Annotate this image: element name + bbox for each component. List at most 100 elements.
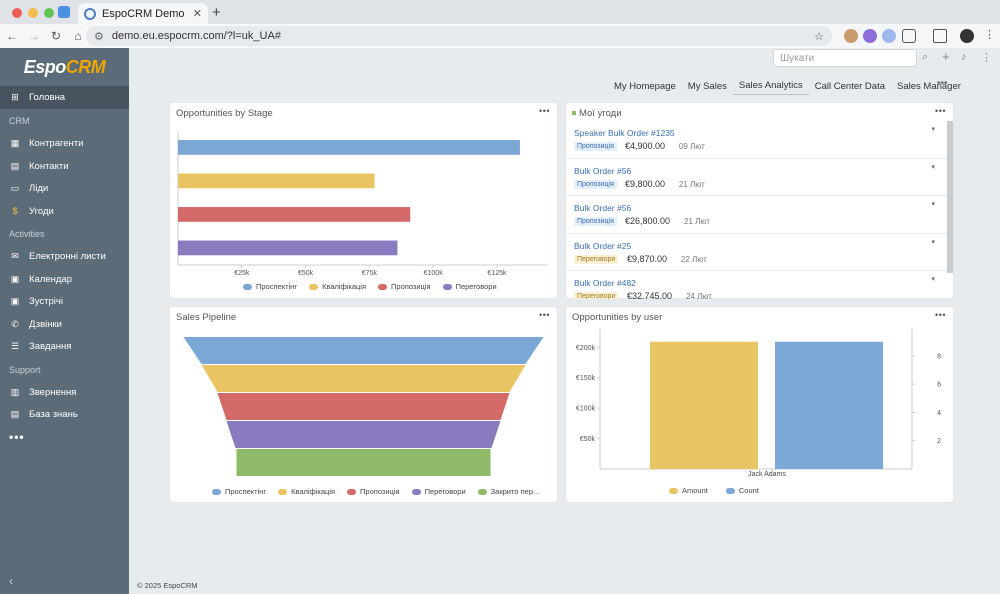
sidebar-item-calendar[interactable]: ▣ Календар <box>0 268 129 291</box>
back-arrow-icon[interactable]: ← <box>6 29 18 43</box>
home-icon[interactable]: ⌂ <box>74 29 82 43</box>
sidebar-item-home[interactable]: ⊞ Головна <box>0 86 129 109</box>
tab-my-homepage[interactable]: My Homepage <box>614 80 676 92</box>
sidebar-item-meetings[interactable]: ▣ Зустрічі <box>0 291 129 314</box>
maximize-window-button[interactable] <box>44 8 54 18</box>
deal-name-link[interactable]: Bulk Order #482 <box>574 278 636 288</box>
funnel-segment[interactable] <box>183 337 544 364</box>
quick-create-plus-icon[interactable]: + <box>942 49 950 64</box>
close-window-button[interactable] <box>12 8 22 18</box>
chevron-down-icon[interactable]: ▾ <box>931 126 935 133</box>
browser-menu-icon[interactable]: ⋮ <box>984 29 995 41</box>
legend-item[interactable]: Пропозиція <box>378 282 431 291</box>
sidebar-item-label: Дзвінки <box>29 318 62 330</box>
extension-cookie-icon[interactable] <box>844 29 858 43</box>
funnel-segment[interactable] <box>217 393 510 420</box>
legend-swatch <box>725 487 735 494</box>
panel-menu-button[interactable]: ••• <box>539 106 550 116</box>
sidebar-item-knowledge-base[interactable]: ▤ База знань <box>0 404 129 427</box>
address-bar-url: demo.eu.espocrm.com/?l=uk_UA# <box>111 30 281 42</box>
deal-name-link[interactable]: Bulk Order #56 <box>574 203 632 213</box>
tab-my-sales[interactable]: My Sales <box>687 80 727 92</box>
panel-menu-button[interactable]: ••• <box>935 106 946 116</box>
deal-name-link[interactable]: Speaker Bulk Order #1235 <box>574 128 675 138</box>
profile-avatar-icon[interactable] <box>960 29 974 43</box>
legend-item[interactable]: Проспектінг <box>243 282 297 291</box>
sidebar-group-crm: CRM <box>9 116 30 126</box>
deal-amount: €32,745.00 <box>627 291 673 299</box>
deal-name-link[interactable]: Bulk Order #56 <box>574 165 632 176</box>
funnel-segment[interactable] <box>201 365 526 392</box>
funnel-segment[interactable] <box>226 421 501 448</box>
left-tick-label: €100k <box>576 406 596 413</box>
browser-tab-title: EspoCRM Demo <box>102 7 185 20</box>
minimize-window-button[interactable] <box>28 8 38 18</box>
reading-list-icon[interactable] <box>933 29 947 43</box>
stage-bar[interactable] <box>178 173 375 189</box>
stage-bar[interactable] <box>178 207 411 222</box>
amount-bar[interactable] <box>650 341 758 469</box>
legend-item[interactable]: Пропозиція <box>347 487 400 496</box>
chevron-down-icon[interactable]: ▾ <box>931 201 935 208</box>
notifications-bell-icon[interactable]: ♪ <box>961 51 967 63</box>
sidebar-more-button[interactable]: ••• <box>9 430 25 444</box>
tab-sales-analytics[interactable]: Sales Analytics <box>732 77 809 95</box>
new-tab-button[interactable]: + <box>212 4 221 21</box>
site-settings-icon[interactable]: ⚙ <box>94 30 104 43</box>
sidebar-item-opportunities[interactable]: $ Угоди <box>0 200 129 223</box>
legend-item[interactable]: Переговори <box>442 282 497 291</box>
deal-name-link[interactable]: Bulk Order #25 <box>574 240 632 251</box>
sidebar-item-accounts[interactable]: ▦ Контрагенти <box>0 133 129 156</box>
extension-target-icon[interactable] <box>882 29 896 43</box>
panel-menu-button[interactable]: ••• <box>935 310 946 320</box>
deals-scrollbar[interactable] <box>947 121 953 273</box>
sidebar-item-label: База знань <box>29 409 78 421</box>
dashboard-tabs: My Homepage My Sales Sales Analytics Cal… <box>608 77 967 95</box>
logo-espo-text: Espo <box>23 56 67 77</box>
pinned-tab-icon[interactable] <box>58 6 70 18</box>
chevron-down-icon[interactable]: ▾ <box>931 238 935 246</box>
legend-item[interactable]: Кваліфікація <box>278 487 335 496</box>
sidebar-item-leads[interactable]: ▭ Ліди <box>0 178 129 201</box>
legend-item[interactable]: Amount <box>669 486 708 495</box>
chevron-down-icon[interactable]: ▾ <box>931 163 935 171</box>
sidebar-item-cases[interactable]: ▥ Звернення <box>0 381 129 404</box>
dashboard-menu-button[interactable]: ••• <box>937 78 948 89</box>
address-bar[interactable]: ⚙ demo.eu.espocrm.com/?l=uk_UA# ☆ <box>86 26 832 46</box>
search-input[interactable]: Шукати <box>773 49 917 67</box>
panel-menu-button[interactable]: ••• <box>539 310 550 320</box>
stage-bar[interactable] <box>178 240 398 256</box>
sidebar-item-contacts[interactable]: ▤ Контакти <box>0 155 129 178</box>
stage-bar[interactable] <box>178 140 520 155</box>
deal-close-date: 21 Лют <box>678 179 705 189</box>
espocrm-logo[interactable]: Espo CRM <box>0 48 129 86</box>
forward-arrow-icon[interactable]: → <box>28 29 40 43</box>
user-bar-chart: €50k €100k €150k €200k 2 4 6 8 Jack Adams <box>576 329 941 478</box>
legend-label: Переговори <box>424 487 466 496</box>
funnel-segment[interactable] <box>236 449 491 476</box>
tab-call-center-data[interactable]: Call Center Data <box>814 80 885 92</box>
search-icon[interactable]: ⌕ <box>922 51 929 63</box>
opportunities-by-user-panel: Opportunities by user ••• €50k €100k €150k… <box>566 307 953 502</box>
menu-dots-vertical-icon[interactable]: ⋮ <box>981 52 992 64</box>
extensions-puzzle-icon[interactable] <box>902 29 916 43</box>
sidebar-item-label: Календар <box>29 273 73 285</box>
browser-tab[interactable]: EspoCRM Demo ✕ <box>78 3 208 24</box>
chevron-down-icon[interactable]: ▾ <box>931 276 935 283</box>
close-tab-icon[interactable]: ✕ <box>192 8 202 20</box>
reload-icon[interactable]: ↻ <box>50 29 62 43</box>
count-bar[interactable] <box>775 341 883 469</box>
collapse-sidebar-icon[interactable]: ‹ <box>9 574 13 588</box>
tab-sales-manager[interactable]: Sales Manager <box>897 80 961 92</box>
legend-label: Закрито пер... <box>490 487 540 496</box>
legend-item[interactable]: Count <box>725 486 759 495</box>
bookmark-star-icon[interactable]: ☆ <box>814 30 824 43</box>
sidebar-item-calls[interactable]: ✆ Дзвінки <box>0 313 129 336</box>
sidebar-item-tasks[interactable]: ☰ Завдання <box>0 336 129 359</box>
legend-item[interactable]: Проспектінг <box>212 487 266 496</box>
legend-item[interactable]: Переговори <box>411 487 466 496</box>
sidebar-item-emails[interactable]: ✉ Електронні листи <box>0 246 129 269</box>
legend-item[interactable]: Закрито пер... <box>477 487 540 496</box>
extension-proton-icon[interactable] <box>863 29 877 43</box>
legend-item[interactable]: Кваліфікація <box>309 282 366 291</box>
